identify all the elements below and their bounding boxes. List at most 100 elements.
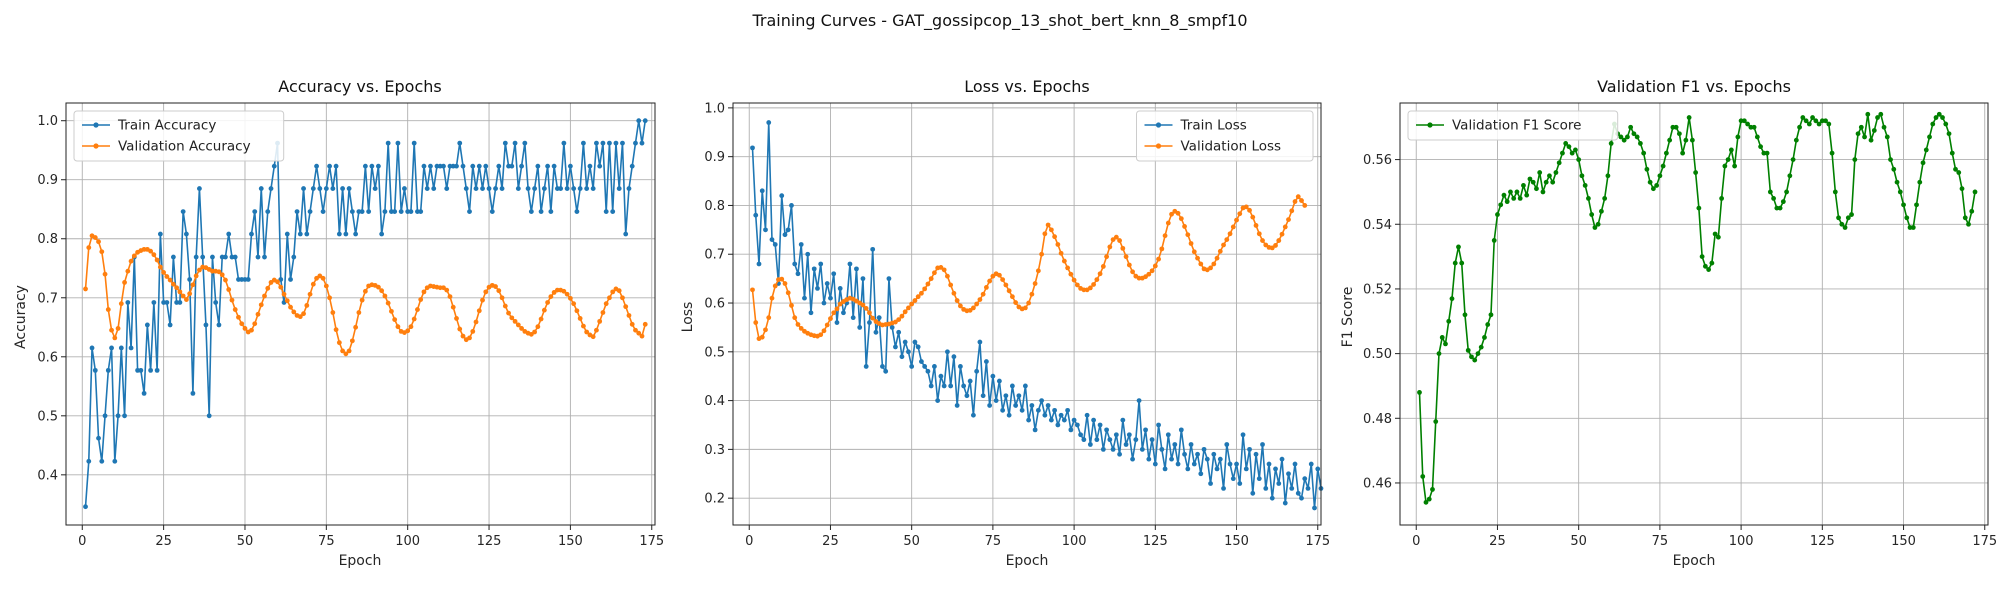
accuracy-series-1-point bbox=[197, 267, 202, 273]
accuracy-series-0-point bbox=[603, 209, 609, 215]
accuracy-series-0-point bbox=[255, 254, 261, 260]
accuracy-series-0-point bbox=[418, 209, 424, 215]
f1-series-0-point bbox=[1498, 202, 1504, 208]
accuracy-series-0-point bbox=[223, 254, 228, 260]
accuracy-series-0-point bbox=[187, 277, 193, 282]
loss-series-0-point bbox=[1269, 495, 1275, 501]
accuracy-series-1-point bbox=[327, 295, 332, 301]
loss-series-0-point bbox=[1250, 490, 1256, 496]
loss-legend-marker-1 bbox=[1155, 143, 1162, 149]
accuracy-series-0-point bbox=[109, 345, 114, 351]
f1-series-0-point bbox=[1465, 347, 1471, 353]
f1-series-0-point bbox=[1530, 179, 1536, 185]
accuracy-series-0-point bbox=[245, 277, 251, 282]
accuracy-series-1-point bbox=[99, 249, 105, 255]
accuracy-series-0-point bbox=[473, 186, 479, 191]
f1-series-0-point bbox=[1459, 260, 1465, 266]
loss-series-0-point bbox=[932, 364, 937, 369]
accuracy-series-1-point bbox=[310, 281, 316, 287]
accuracy-series-0-point bbox=[144, 322, 150, 328]
accuracy-series-0-point bbox=[457, 140, 463, 146]
accuracy-series-0-point bbox=[581, 140, 586, 146]
f1-series-0-point bbox=[1452, 260, 1458, 266]
accuracy-series-1-point bbox=[184, 297, 189, 302]
f1-series-0-point bbox=[1573, 147, 1578, 153]
accuracy-series-0-point bbox=[424, 186, 430, 191]
loss-series-1-point bbox=[750, 287, 755, 293]
loss-series-1-point bbox=[824, 322, 830, 328]
loss-series-0-point bbox=[1165, 432, 1171, 438]
accuracy-series-1-point bbox=[157, 264, 163, 270]
accuracy-series-1-point bbox=[148, 248, 154, 254]
accuracy-series-0-point bbox=[167, 322, 173, 328]
f1-series-0-point bbox=[1592, 225, 1598, 230]
f1-series-0-point bbox=[1657, 173, 1663, 179]
f1-series-0-point bbox=[1621, 137, 1627, 143]
accuracy-series-0-point bbox=[249, 231, 254, 237]
f1-series-0-point bbox=[1628, 124, 1634, 130]
loss-series-0-point bbox=[1130, 456, 1135, 462]
loss-series-1-point bbox=[958, 303, 963, 309]
accuracy-series-0-point bbox=[522, 140, 528, 146]
accuracy-series-1-point bbox=[389, 308, 394, 314]
accuracy-series-0-point bbox=[336, 231, 342, 237]
loss-series-0-point bbox=[772, 242, 778, 247]
loss-series-1-point bbox=[1126, 262, 1132, 268]
loss-series-1-point bbox=[1208, 265, 1213, 271]
accuracy-series-0-point bbox=[584, 186, 590, 191]
f1-y-tick-label: 0.48 bbox=[1363, 412, 1392, 427]
loss-series-0-point bbox=[954, 403, 960, 408]
accuracy-series-0-point bbox=[610, 209, 616, 215]
f1-series-0-point bbox=[1595, 221, 1601, 227]
loss-series-0-point bbox=[1169, 456, 1174, 462]
accuracy-series-0-point bbox=[291, 254, 297, 260]
loss-series-0-point bbox=[1149, 437, 1155, 443]
accuracy-series-0-point bbox=[317, 186, 323, 191]
accuracy-series-1-point bbox=[333, 327, 339, 333]
loss-series-0-point bbox=[1003, 393, 1009, 399]
loss-series-0-point bbox=[1016, 393, 1022, 399]
loss-series-0-point bbox=[1282, 500, 1288, 506]
accuracy-series-1-point bbox=[320, 275, 326, 281]
loss-series-1-point bbox=[818, 332, 824, 338]
accuracy-series-1-point bbox=[362, 288, 368, 294]
loss-series-0-point bbox=[808, 310, 814, 316]
accuracy-series-0-point bbox=[597, 163, 603, 169]
accuracy-series-0-point bbox=[141, 390, 147, 396]
accuracy-series-0-point bbox=[509, 163, 515, 169]
accuracy-series-1-point bbox=[405, 328, 411, 334]
accuracy-series-0-point bbox=[642, 118, 648, 124]
accuracy-series-0-point bbox=[551, 163, 557, 169]
loss-series-1-point bbox=[1214, 255, 1220, 261]
loss-series-0-point bbox=[922, 364, 928, 369]
accuracy-series-1-point bbox=[597, 318, 603, 324]
accuracy-series-0-point bbox=[408, 209, 414, 215]
loss-series-1-point bbox=[954, 298, 960, 303]
loss-series-1-point bbox=[1217, 248, 1223, 254]
f1-series-0-point bbox=[1517, 195, 1523, 201]
accuracy-series-0-point bbox=[115, 413, 121, 419]
loss-series-0-point bbox=[1120, 417, 1126, 423]
accuracy-x-tick-label: 25 bbox=[155, 534, 172, 549]
f1-series-0-point bbox=[1589, 212, 1595, 217]
f1-series-0-point bbox=[1537, 170, 1543, 175]
f1-series-0-point bbox=[1462, 312, 1468, 318]
accuracy-series-0-point bbox=[92, 367, 98, 373]
f1-series-0-point bbox=[1650, 186, 1656, 192]
accuracy-series-0-point bbox=[86, 458, 92, 464]
accuracy-series-0-point bbox=[567, 163, 573, 169]
loss-series-0-point bbox=[909, 364, 915, 369]
accuracy-series-0-point bbox=[258, 186, 264, 191]
loss-series-0-point bbox=[1286, 471, 1291, 477]
accuracy-series-0-point bbox=[372, 186, 378, 191]
accuracy-series-0-point bbox=[193, 254, 199, 260]
accuracy-series-1-point bbox=[392, 317, 398, 323]
loss-series-0-point bbox=[863, 364, 869, 369]
loss-series-1-point bbox=[1045, 222, 1051, 228]
accuracy-series-1-point bbox=[594, 327, 599, 333]
loss-series-0-point bbox=[1026, 417, 1032, 423]
f1-series-0-point bbox=[1901, 202, 1906, 208]
loss-x-tick-label: 50 bbox=[903, 534, 920, 549]
f1-series-0-point bbox=[1722, 163, 1728, 169]
accuracy-series-0-point bbox=[177, 300, 183, 305]
